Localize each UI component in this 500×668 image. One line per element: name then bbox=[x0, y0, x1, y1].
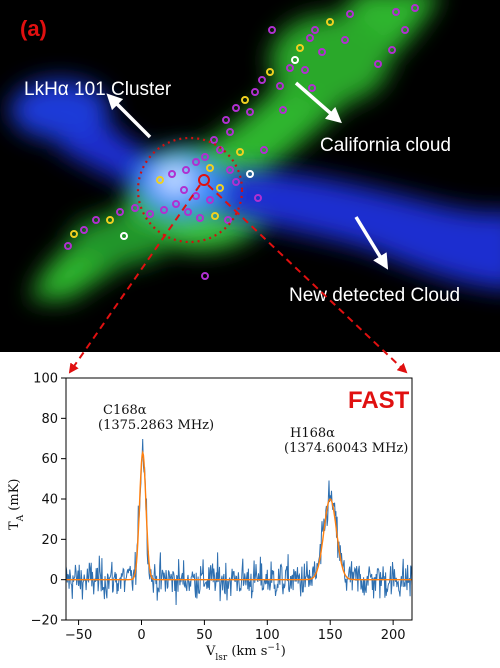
source-marker bbox=[286, 64, 294, 72]
source-marker bbox=[411, 4, 419, 12]
x-tick-label: 150 bbox=[318, 628, 343, 643]
source-marker bbox=[296, 44, 304, 52]
source-marker bbox=[106, 216, 114, 224]
source-marker bbox=[266, 68, 274, 76]
source-marker bbox=[291, 56, 299, 64]
source-marker bbox=[146, 210, 154, 218]
cluster-annotation: LkHα 101 Cluster bbox=[24, 79, 172, 100]
source-marker bbox=[241, 96, 249, 104]
cluster-dotted-circle bbox=[136, 136, 244, 244]
source-marker bbox=[260, 146, 268, 154]
source-marker bbox=[120, 232, 128, 240]
source-marker bbox=[301, 66, 309, 74]
y-tick-label: 100 bbox=[33, 372, 58, 387]
line-freq-c168: (1375.2863 MHz) bbox=[98, 418, 214, 433]
source-marker bbox=[160, 206, 168, 214]
fast-label: FAST bbox=[348, 387, 410, 414]
line-label-c168: C168α bbox=[103, 403, 147, 418]
source-marker bbox=[311, 26, 319, 34]
source-marker bbox=[246, 170, 254, 178]
source-marker bbox=[258, 76, 266, 84]
y-tick-label: 0 bbox=[50, 573, 58, 588]
source-marker bbox=[374, 60, 382, 68]
source-marker bbox=[222, 116, 230, 124]
new-cloud-annotation: New detected Cloud bbox=[289, 285, 460, 306]
source-marker bbox=[346, 10, 354, 18]
source-marker bbox=[206, 164, 214, 172]
source-marker bbox=[326, 18, 334, 26]
source-marker bbox=[180, 186, 188, 194]
zoom-line-right bbox=[207, 184, 408, 374]
spectrum-chart: −50 0 50 100 150 200 −20 0 20 40 60 80 100 C168α (1… bbox=[7, 372, 413, 663]
y-tick-label: 60 bbox=[41, 452, 58, 467]
source-marker bbox=[182, 166, 190, 174]
x-axis-label: Vlsr (km s−1) bbox=[205, 643, 286, 663]
source-marker bbox=[211, 212, 219, 220]
x-tick-label: 50 bbox=[196, 628, 213, 643]
x-tick-label: 0 bbox=[137, 628, 145, 643]
california-arrow bbox=[294, 81, 342, 124]
line-label-h168: H168α bbox=[290, 426, 335, 441]
source-marker bbox=[388, 46, 396, 54]
y-tick-label: 20 bbox=[41, 533, 58, 548]
source-marker bbox=[196, 214, 204, 222]
california-annotation: California cloud bbox=[320, 135, 451, 156]
x-tick-label: 100 bbox=[255, 628, 280, 643]
source-marker bbox=[184, 208, 192, 216]
source-marker bbox=[116, 208, 124, 216]
source-marker bbox=[172, 200, 180, 208]
source-marker bbox=[210, 136, 218, 144]
source-marker bbox=[192, 158, 200, 166]
source-marker bbox=[306, 34, 314, 42]
y-axis: −20 0 20 40 60 80 100 bbox=[31, 372, 66, 629]
panel-label: (a) bbox=[20, 16, 47, 41]
source-marker bbox=[64, 242, 72, 250]
y-tick-label: −20 bbox=[31, 614, 58, 629]
new-cloud-arrow bbox=[354, 216, 389, 270]
y-tick-label: 40 bbox=[41, 493, 58, 508]
source-marker bbox=[246, 108, 254, 116]
source-marker bbox=[70, 230, 78, 238]
source-marker bbox=[201, 153, 209, 161]
cluster-arrow bbox=[106, 93, 152, 139]
source-marker bbox=[80, 226, 88, 234]
fit-series-line bbox=[66, 449, 412, 581]
blue-emission bbox=[10, 80, 500, 289]
source-marker bbox=[224, 216, 232, 224]
source-marker bbox=[308, 84, 316, 92]
source-marker bbox=[232, 104, 240, 112]
source-marker bbox=[216, 184, 224, 192]
source-marker bbox=[156, 176, 164, 184]
source-marker bbox=[279, 106, 287, 114]
source-marker bbox=[268, 26, 276, 34]
source-marker bbox=[236, 148, 244, 156]
zoom-line-left bbox=[68, 184, 201, 374]
source-marker bbox=[276, 82, 284, 90]
source-marker bbox=[201, 272, 209, 280]
target-marker bbox=[198, 174, 210, 186]
x-tick-label: −50 bbox=[65, 628, 92, 643]
source-marker bbox=[401, 26, 409, 34]
source-marker bbox=[226, 166, 234, 174]
x-tick-label: 200 bbox=[381, 628, 406, 643]
source-marker bbox=[251, 88, 259, 96]
source-marker bbox=[341, 36, 349, 44]
source-marker bbox=[226, 128, 234, 136]
spectrum-series-line bbox=[66, 438, 412, 606]
y-tick-label: 80 bbox=[41, 412, 58, 427]
source-marker bbox=[168, 170, 176, 178]
source-marker bbox=[318, 48, 326, 56]
line-freq-h168: (1374.60043 MHz) bbox=[284, 441, 408, 456]
source-marker bbox=[92, 216, 100, 224]
source-marker bbox=[392, 8, 400, 16]
sky-image-panel: (a) LkHα 101 Cluster California cloud Ne… bbox=[0, 0, 500, 352]
x-axis: −50 0 50 100 150 200 bbox=[65, 620, 406, 643]
source-marker bbox=[232, 178, 240, 186]
source-marker bbox=[206, 196, 214, 204]
source-marker bbox=[131, 204, 139, 212]
y-axis-label: TA (mK) bbox=[7, 479, 26, 531]
source-markers bbox=[64, 4, 419, 280]
source-marker bbox=[254, 194, 262, 202]
